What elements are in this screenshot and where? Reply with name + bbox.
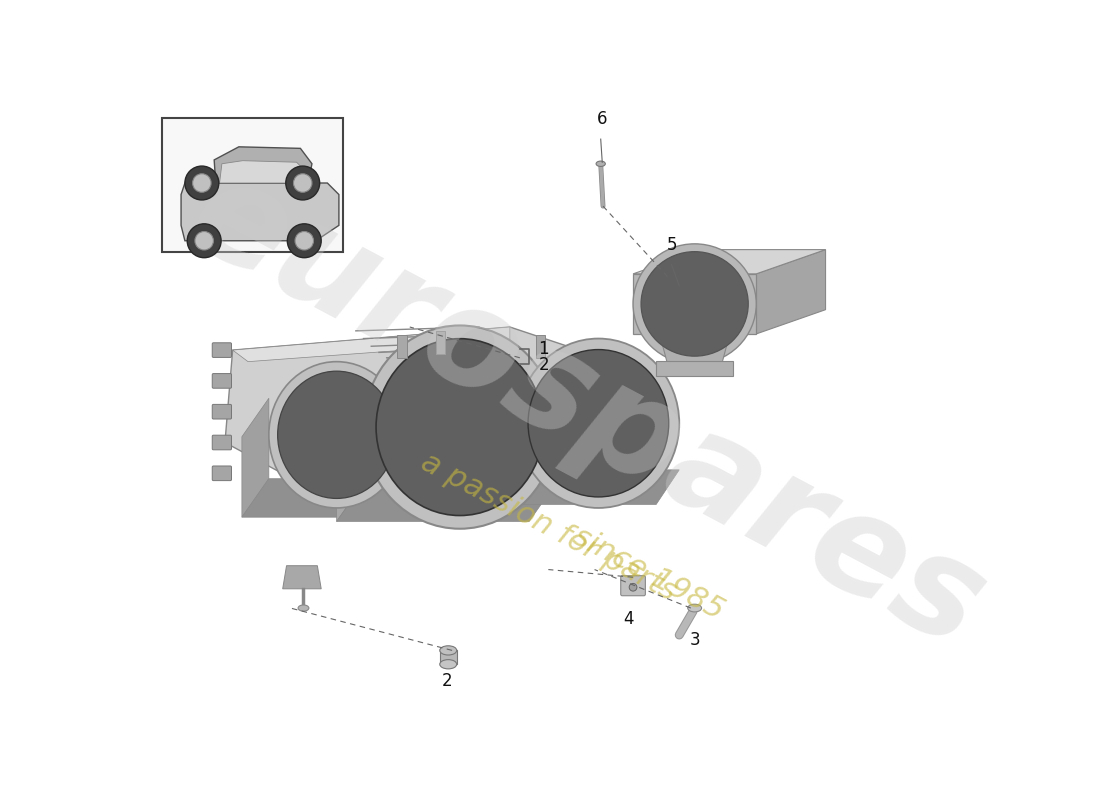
Text: 4: 4 [624,610,634,628]
FancyBboxPatch shape [212,404,231,419]
Bar [162,118,343,252]
Polygon shape [242,398,268,517]
Circle shape [287,224,321,258]
Text: 5: 5 [667,236,676,254]
FancyBboxPatch shape [212,342,231,358]
Text: 2: 2 [441,672,452,690]
FancyBboxPatch shape [212,374,231,388]
FancyBboxPatch shape [620,576,646,596]
Polygon shape [242,478,405,517]
Ellipse shape [440,646,456,655]
Polygon shape [495,470,680,505]
Circle shape [185,166,219,200]
Polygon shape [233,327,510,362]
Polygon shape [182,183,339,241]
Polygon shape [224,327,656,496]
Circle shape [187,224,221,258]
Polygon shape [634,274,757,334]
Circle shape [286,166,320,200]
Text: 1: 1 [538,339,549,358]
Circle shape [295,231,313,250]
Ellipse shape [518,338,680,508]
Bar [440,650,456,664]
Polygon shape [214,147,312,183]
FancyBboxPatch shape [212,466,231,481]
Ellipse shape [376,338,543,515]
Circle shape [195,231,213,250]
Bar [536,334,546,358]
Bar [656,361,733,376]
Ellipse shape [634,244,757,364]
Polygon shape [634,250,825,274]
Ellipse shape [596,161,605,166]
Polygon shape [220,161,305,183]
Ellipse shape [528,350,669,497]
Ellipse shape [440,660,456,669]
Text: 6: 6 [597,110,607,128]
Circle shape [192,174,211,192]
Polygon shape [757,250,825,334]
Bar [436,331,446,354]
Polygon shape [337,483,556,522]
Polygon shape [337,376,363,522]
Bar [397,334,407,358]
Text: a passion for parts: a passion for parts [416,447,681,607]
Ellipse shape [688,604,702,612]
Text: 3: 3 [690,631,700,649]
Ellipse shape [363,326,556,529]
Circle shape [629,583,637,591]
FancyBboxPatch shape [212,435,231,450]
Polygon shape [660,335,729,365]
Ellipse shape [298,605,309,611]
Ellipse shape [641,252,748,356]
Polygon shape [283,566,321,589]
Ellipse shape [277,371,396,498]
Text: eurospares: eurospares [167,146,1006,678]
Text: since 1985: since 1985 [568,522,729,626]
Ellipse shape [268,362,405,508]
Text: 2: 2 [538,357,549,374]
Circle shape [294,174,312,192]
